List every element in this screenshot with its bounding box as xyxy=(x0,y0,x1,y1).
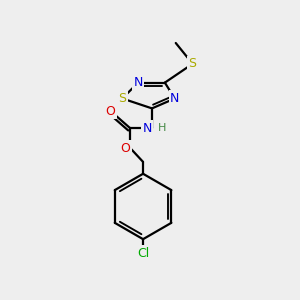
Text: Cl: Cl xyxy=(137,247,149,260)
Text: O: O xyxy=(105,105,115,118)
Text: N: N xyxy=(134,76,143,89)
Text: O: O xyxy=(120,142,130,154)
Text: S: S xyxy=(189,57,196,70)
Text: H: H xyxy=(158,123,166,133)
Text: N: N xyxy=(142,122,152,135)
Text: N: N xyxy=(170,92,179,105)
Text: S: S xyxy=(118,92,126,105)
